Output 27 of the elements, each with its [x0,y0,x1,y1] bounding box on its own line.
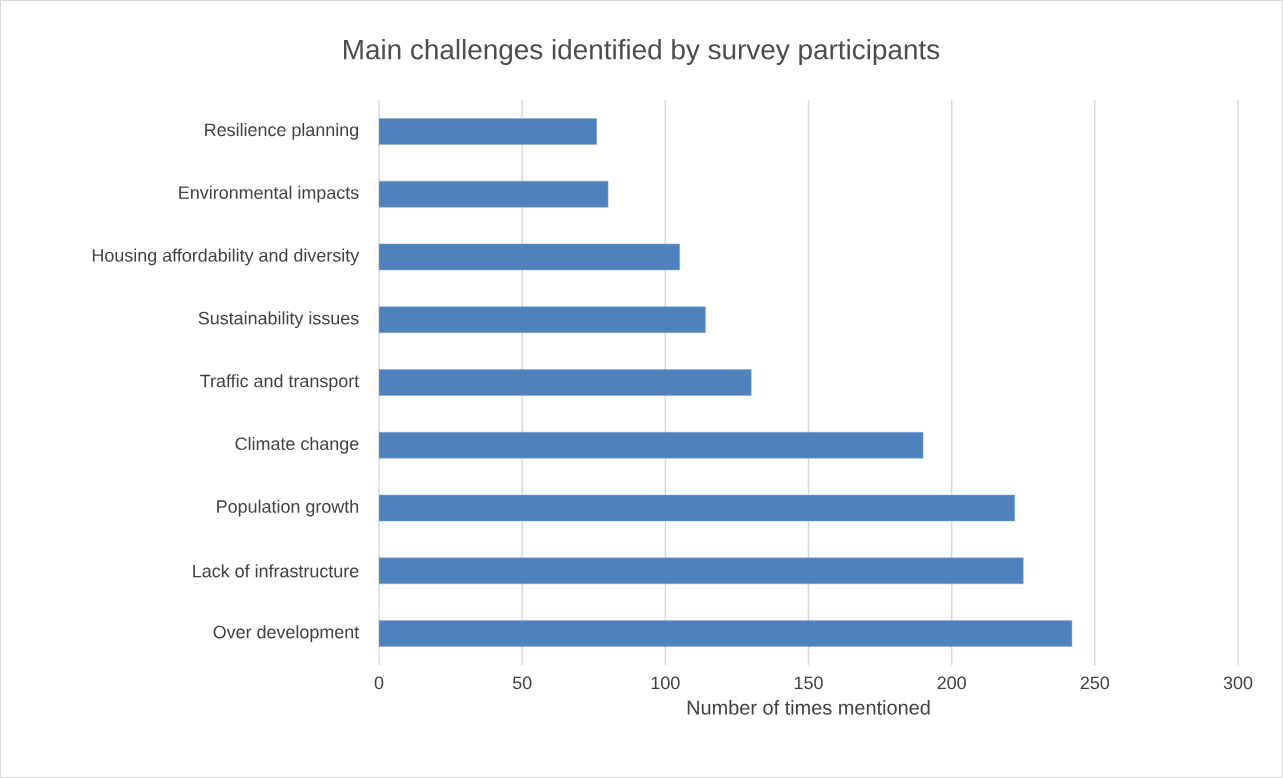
bar [379,180,609,208]
x-tick-label: 50 [512,676,532,690]
bar [379,557,1024,585]
x-tick-label: 150 [794,676,823,690]
x-tick-label: 200 [937,676,966,690]
chart-title: Main challenges identified by survey participants [344,39,940,65]
bar [379,369,752,396]
y-tick-label: Lack of infrastructure [193,564,359,578]
bar [379,306,706,333]
x-tick-label: 300 [1223,676,1253,690]
x-axis-title: Number of times mentioned [687,700,930,715]
y-tick-label: Over development [213,625,360,642]
y-tick-label: Resilience planning [205,123,359,140]
y-tick-label: Population growth [217,499,359,517]
bar [379,243,680,271]
bar [379,118,597,145]
y-tick-label: Climate change [235,436,359,454]
y-tick-label: Housing affordability and diversity [92,248,360,266]
bar [379,494,1015,522]
x-tick-label: 0 [374,676,384,690]
bar [379,620,1073,647]
x-tick-label: 250 [1080,676,1110,690]
y-tick-label: Environmental impacts [179,185,359,203]
x-tick-label: 100 [651,676,680,690]
y-tick-label: Traffic and transport [200,374,360,391]
y-tick-label: Sustainability issues [198,311,359,329]
bar [379,432,924,459]
